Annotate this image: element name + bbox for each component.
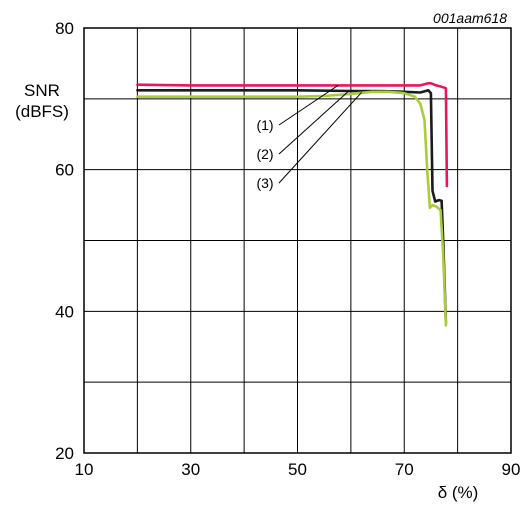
series-callouts: (1) (2) (3) bbox=[256, 84, 362, 191]
callout-leader bbox=[278, 92, 362, 184]
y-axis-label-line-2: (dBFS) bbox=[15, 102, 69, 121]
x-tick-label: 90 bbox=[502, 460, 521, 479]
grid bbox=[84, 28, 511, 453]
callout-label: (1) bbox=[256, 117, 273, 133]
x-axis-label: δ (%) bbox=[438, 483, 479, 502]
series-lines bbox=[136, 82, 449, 327]
y-tick-label: 60 bbox=[55, 161, 74, 180]
y-tick-label: 40 bbox=[55, 302, 74, 321]
callout-label: (3) bbox=[256, 175, 273, 191]
y-tick-label: 20 bbox=[55, 444, 74, 463]
series-line bbox=[136, 82, 449, 188]
plot-frame bbox=[83, 27, 512, 454]
x-tick-label: 50 bbox=[288, 460, 307, 479]
series-line bbox=[136, 90, 448, 327]
x-tick-label: 10 bbox=[75, 460, 94, 479]
y-axis-label-line-1: SNR bbox=[24, 81, 60, 100]
series-line bbox=[136, 89, 448, 325]
x-tick-label: 70 bbox=[395, 460, 414, 479]
tick-labels: 10 30 50 70 90 20 40 60 80 bbox=[55, 19, 520, 479]
callout-label: (2) bbox=[256, 146, 273, 162]
figure-id: 001aam618 bbox=[433, 10, 507, 26]
callout-leader bbox=[278, 90, 350, 155]
callout-leader bbox=[278, 84, 339, 126]
y-tick-label: 80 bbox=[55, 19, 74, 38]
x-tick-label: 30 bbox=[181, 460, 200, 479]
